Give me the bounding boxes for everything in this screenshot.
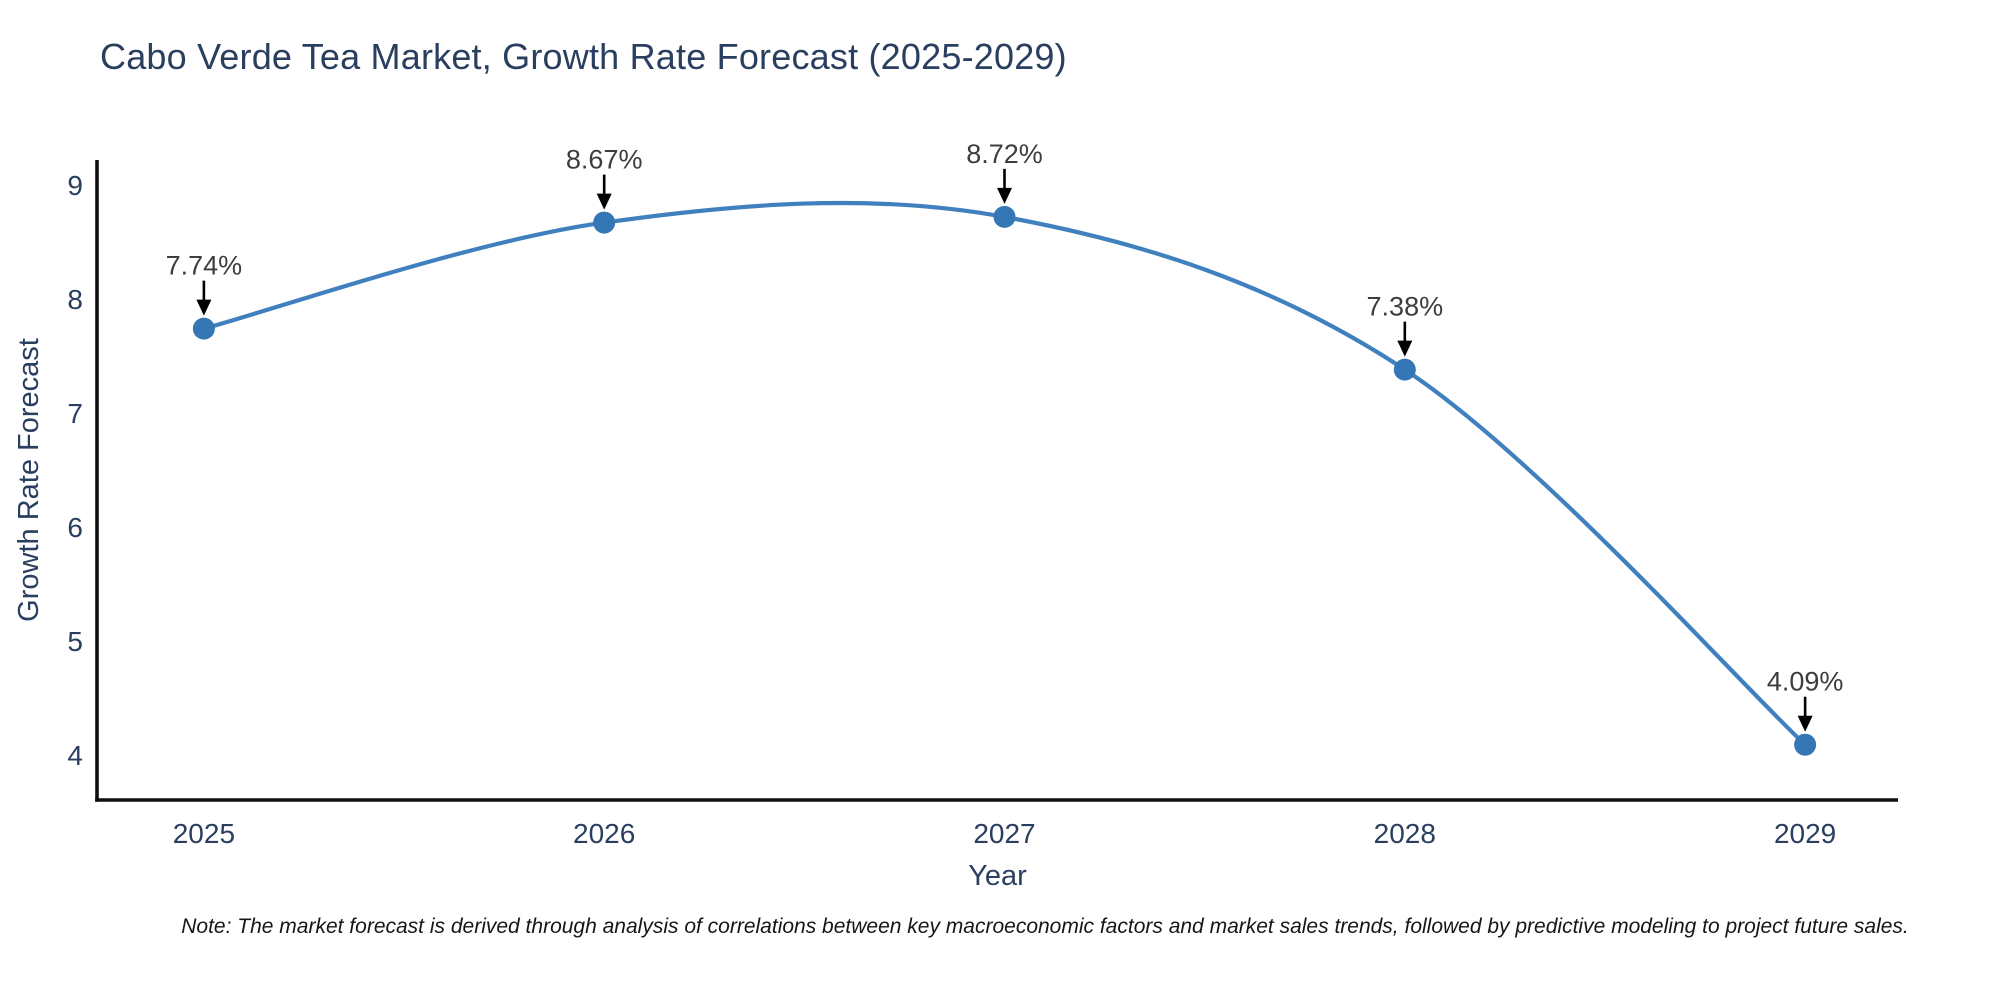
- annotation-arrowhead: [1797, 715, 1813, 732]
- data-point-label: 4.09%: [1767, 667, 1844, 697]
- data-point-label: 8.67%: [566, 145, 643, 175]
- y-tick-label: 5: [67, 626, 83, 657]
- data-point-marker: [192, 317, 215, 340]
- annotation-arrowhead: [596, 193, 612, 210]
- x-tick-label: 2026: [573, 818, 635, 849]
- y-tick-label: 7: [67, 398, 83, 429]
- data-point-marker: [593, 211, 616, 234]
- x-tick-label: 2027: [973, 818, 1035, 849]
- y-tick-label: 9: [67, 170, 83, 201]
- data-point-label: 8.72%: [966, 139, 1043, 169]
- x-axis-title: Year: [968, 860, 1027, 892]
- y-tick-label: 6: [67, 512, 83, 543]
- x-tick-label: 2025: [173, 818, 235, 849]
- y-tick-label: 4: [67, 740, 83, 771]
- footnote: Note: The market forecast is derived thr…: [181, 915, 1909, 938]
- y-axis-title: Growth Rate Forecast: [13, 338, 45, 622]
- data-point-label: 7.74%: [166, 251, 243, 281]
- trend-line: [201, 200, 1808, 747]
- data-point-label: 7.38%: [1367, 292, 1444, 322]
- x-tick-label: 2029: [1774, 818, 1836, 849]
- chart-title: Cabo Verde Tea Market, Growth Rate Forec…: [100, 36, 1067, 77]
- annotation-arrowhead: [997, 187, 1013, 204]
- data-point-marker: [993, 205, 1016, 228]
- annotation-arrowhead: [196, 299, 212, 316]
- annotation-arrowhead: [1397, 340, 1413, 357]
- x-tick-label: 2028: [1374, 818, 1436, 849]
- data-point-marker: [1794, 733, 1817, 756]
- data-point-marker: [1393, 358, 1416, 381]
- y-tick-label: 8: [67, 284, 83, 315]
